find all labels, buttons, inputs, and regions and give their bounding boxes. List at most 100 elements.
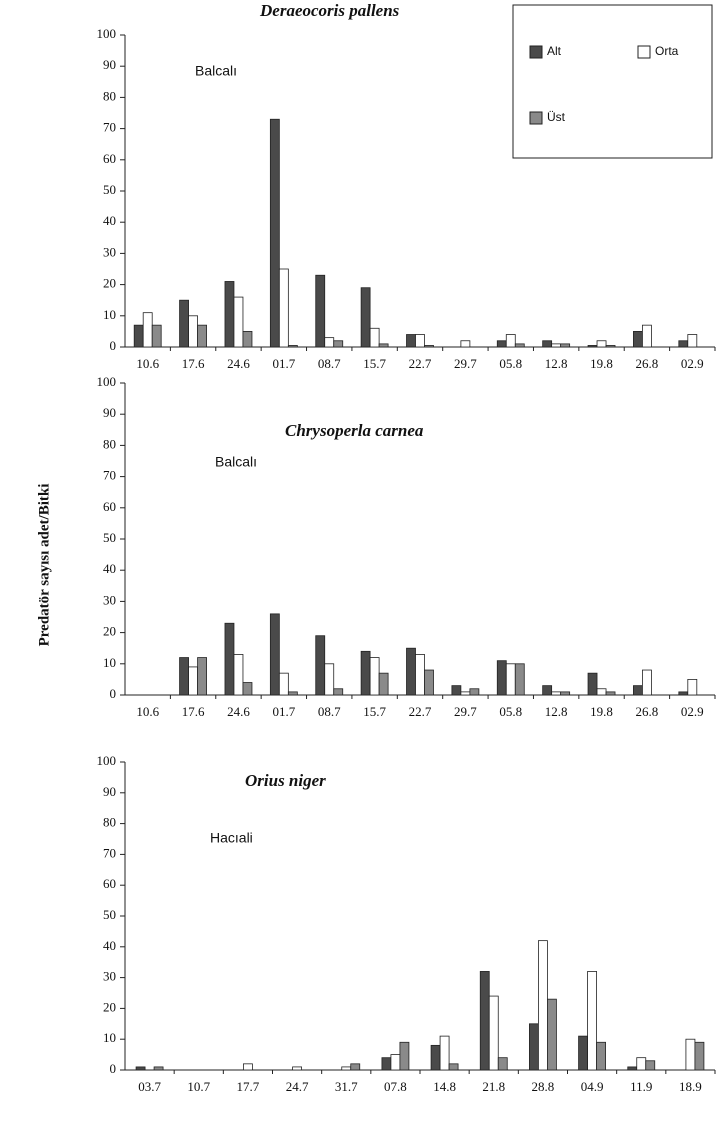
bar — [197, 324, 207, 348]
y-tick-label: 30 — [103, 244, 116, 259]
bar — [233, 296, 244, 348]
y-tick-label: 10 — [103, 1030, 116, 1045]
y-tick-label: 80 — [103, 815, 116, 830]
bar — [529, 1023, 539, 1071]
bar — [287, 691, 298, 696]
bar — [151, 324, 162, 348]
bar — [424, 345, 434, 348]
bar — [233, 654, 244, 696]
x-tick-label: 29.7 — [454, 356, 477, 371]
x-tick-label: 17.6 — [182, 356, 205, 371]
bar — [678, 691, 689, 696]
y-tick-label: 100 — [97, 26, 117, 41]
bar — [381, 1057, 392, 1071]
bar — [278, 268, 289, 348]
bar — [324, 337, 335, 348]
legend-label: Üst — [547, 110, 566, 124]
y-tick-label: 90 — [103, 784, 116, 799]
x-tick-label: 24.7 — [286, 1079, 309, 1094]
chart-title: Deraeocoris pallens — [259, 1, 400, 20]
y-tick-label: 50 — [103, 182, 116, 197]
bar — [605, 345, 616, 348]
bar — [179, 299, 189, 348]
x-tick-label: 08.7 — [318, 704, 341, 719]
bar — [242, 330, 253, 348]
bar — [188, 315, 198, 348]
bar — [369, 657, 380, 696]
chart-subtitle: Hacıali — [210, 830, 253, 846]
bar — [333, 340, 344, 348]
bar — [360, 650, 371, 696]
x-tick-label: 05.8 — [499, 356, 522, 371]
bar — [439, 1035, 450, 1071]
bar — [685, 1038, 696, 1071]
bar — [360, 287, 371, 348]
bar — [645, 1060, 656, 1071]
bar — [469, 688, 480, 696]
x-tick-label: 14.8 — [433, 1079, 456, 1094]
bar — [224, 622, 235, 696]
bar — [430, 1044, 441, 1071]
bar — [627, 1066, 638, 1071]
bar — [694, 1041, 705, 1071]
bar — [460, 691, 471, 696]
bar — [333, 688, 344, 696]
x-tick-label: 07.8 — [384, 1079, 407, 1094]
bar — [551, 691, 562, 696]
x-tick-label: 29.7 — [454, 704, 477, 719]
x-tick-label: 03.7 — [138, 1079, 161, 1094]
bar — [188, 666, 198, 696]
x-tick-label: 19.8 — [590, 704, 613, 719]
x-tick-label: 31.7 — [335, 1079, 358, 1094]
x-tick-label: 12.8 — [545, 704, 568, 719]
x-tick-label: 04.9 — [581, 1079, 604, 1094]
bar — [315, 635, 326, 696]
y-tick-label: 60 — [103, 151, 116, 166]
bar — [560, 343, 571, 348]
bar — [224, 281, 235, 348]
y-tick-label: 50 — [103, 907, 116, 922]
y-tick-label: 40 — [103, 561, 116, 576]
y-tick-label: 20 — [103, 999, 116, 1014]
bar — [278, 672, 289, 696]
y-tick-label: 30 — [103, 969, 116, 984]
bar — [633, 685, 643, 696]
y-tick-label: 90 — [103, 405, 116, 420]
y-tick-label: 50 — [103, 530, 116, 545]
bar — [587, 672, 598, 696]
bar — [269, 118, 280, 348]
bar — [369, 327, 380, 348]
y-tick-label: 30 — [103, 592, 116, 607]
bar — [292, 1066, 302, 1071]
bar — [551, 343, 562, 348]
y-tick-label: 0 — [110, 338, 117, 353]
bar — [636, 1057, 647, 1071]
y-tick-label: 90 — [103, 57, 116, 72]
bar — [197, 657, 207, 696]
y-tick-label: 70 — [103, 468, 116, 483]
chart-subtitle: Balcalı — [215, 454, 257, 470]
bar — [451, 685, 462, 696]
legend-swatch — [637, 45, 651, 59]
chart-title: Orius niger — [245, 771, 326, 790]
bar — [505, 663, 516, 696]
bar — [605, 691, 616, 696]
legend-box — [512, 4, 713, 159]
bar — [135, 1066, 146, 1071]
bar — [687, 334, 698, 348]
y-tick-label: 10 — [103, 307, 116, 322]
y-tick-label: 20 — [103, 624, 116, 639]
bar — [378, 343, 389, 348]
x-tick-label: 10.6 — [136, 704, 159, 719]
chart-subtitle: Balcalı — [195, 63, 237, 79]
x-tick-label: 26.8 — [636, 356, 659, 371]
bar — [287, 345, 298, 348]
bar — [596, 340, 607, 348]
bar — [242, 682, 253, 696]
x-tick-label: 18.9 — [679, 1079, 702, 1094]
bar — [578, 1035, 588, 1071]
y-tick-label: 80 — [103, 436, 116, 451]
bar — [596, 688, 607, 696]
x-tick-label: 15.7 — [363, 704, 386, 719]
